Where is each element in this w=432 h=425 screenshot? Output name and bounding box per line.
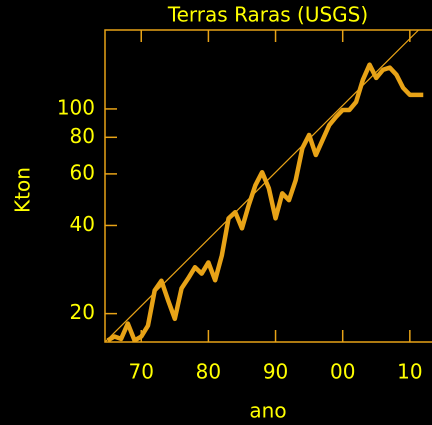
y-tick-label: 40: [70, 212, 95, 236]
x-tick-label: 00: [330, 360, 355, 384]
y-tick-label: 20: [70, 300, 95, 324]
y-tick-label: 60: [70, 160, 95, 184]
data-line: [106, 62, 424, 342]
plot-frame: [104, 29, 432, 343]
x-tick-label: 70: [129, 360, 154, 384]
x-tick-label: 90: [263, 360, 288, 384]
x-tick-label: 80: [196, 360, 221, 384]
chart-title: Terras Raras (USGS): [167, 3, 368, 27]
y-tick-label: 80: [70, 124, 95, 148]
y-tick-label: 100: [57, 95, 95, 119]
x-axis-label: ano: [249, 399, 286, 423]
y-axis-label: Kton: [11, 167, 35, 213]
x-tick-label: 10: [397, 360, 422, 384]
